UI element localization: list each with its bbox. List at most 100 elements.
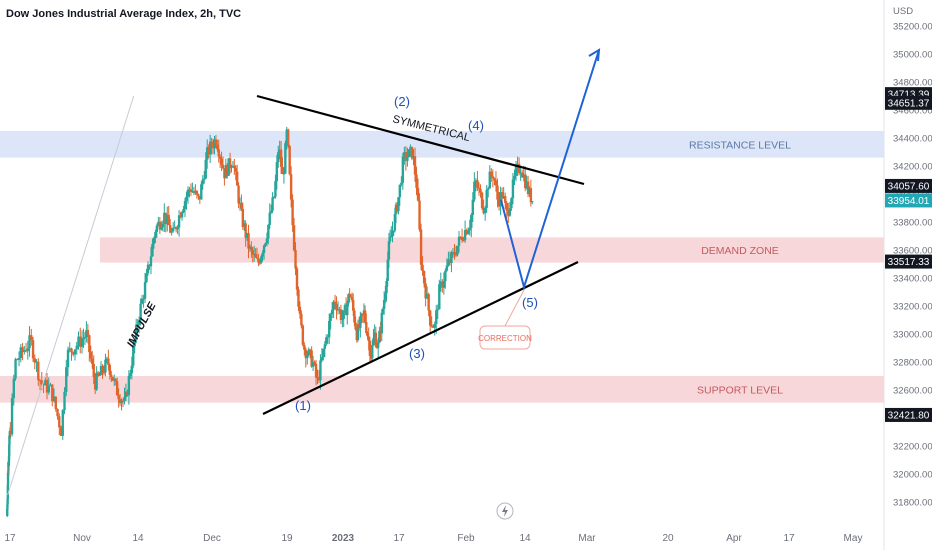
candle-body <box>304 349 307 359</box>
candle-body <box>6 472 10 486</box>
candle-body <box>385 280 388 294</box>
candle-body <box>174 227 178 230</box>
candle-body <box>485 189 488 208</box>
candle-body <box>99 365 103 376</box>
correction-label: CORRECTION <box>478 334 532 343</box>
candle-body <box>471 199 475 216</box>
candle-body <box>301 325 305 345</box>
candle-body <box>354 322 357 330</box>
candle-body <box>335 303 338 311</box>
candle-body <box>35 361 38 363</box>
trendlines-layer: IMPULSESYMMETRICAL(1)(2)(3)(4)(5)CORRECT… <box>7 48 601 496</box>
candle-body <box>24 350 28 352</box>
candle-body <box>453 252 456 255</box>
candle-body <box>511 179 515 199</box>
candle-body <box>96 372 100 376</box>
candle-body <box>500 192 504 199</box>
candle-body <box>497 199 501 207</box>
candle-body <box>432 326 435 328</box>
candle-body <box>75 345 78 350</box>
candle-body <box>195 190 199 195</box>
time-tick: 2023 <box>332 533 355 544</box>
candle-body <box>462 240 465 242</box>
impulse-line <box>7 95 135 496</box>
candle-body <box>352 300 355 311</box>
candle-body <box>77 336 80 346</box>
candle-body <box>474 180 478 182</box>
time-tick: Feb <box>457 533 475 544</box>
candle-body <box>16 359 19 361</box>
candle-body <box>142 298 145 300</box>
candle-body <box>8 444 11 456</box>
candle-body <box>173 227 176 229</box>
candle-body <box>350 297 354 301</box>
candle-body <box>201 179 204 185</box>
candle-body <box>210 141 213 147</box>
candle-body <box>56 408 59 417</box>
candle-body <box>197 194 200 197</box>
candle-body <box>91 358 94 364</box>
candle-body <box>129 373 132 376</box>
candle-body <box>314 363 318 378</box>
candle-body <box>192 191 196 193</box>
candle-body <box>268 212 271 225</box>
price-tick: 34400.00 <box>893 134 932 145</box>
candle-body <box>51 384 54 402</box>
candle-body <box>279 149 283 167</box>
candle-body <box>14 359 17 379</box>
candle-body <box>328 320 331 337</box>
candle-body <box>363 310 367 323</box>
candle-body <box>349 296 353 298</box>
candle-body <box>330 309 334 315</box>
candle-body <box>104 359 107 373</box>
candle-body <box>442 281 446 288</box>
candle-body <box>237 185 240 204</box>
price-tick: 33600.00 <box>893 246 932 257</box>
candle-body <box>424 283 427 299</box>
candle-body <box>425 294 429 299</box>
candle-body <box>289 174 293 200</box>
candle-body <box>382 299 386 309</box>
candle-body <box>282 173 286 175</box>
candle-body <box>179 215 182 218</box>
time-tick: May <box>844 533 863 544</box>
candle-body <box>233 165 236 169</box>
price-tag <box>885 178 932 193</box>
candle-body <box>436 309 439 311</box>
candle-body <box>65 367 68 392</box>
candle-body <box>252 253 256 255</box>
candle-body <box>23 350 26 352</box>
candle-body <box>89 352 92 359</box>
zone-band <box>0 376 884 403</box>
candle-body <box>377 342 380 348</box>
candle-body <box>133 339 136 347</box>
candle-body <box>224 165 228 179</box>
candle-body <box>526 181 530 195</box>
candle-body <box>401 156 405 183</box>
candle-body <box>118 399 122 404</box>
candle-body <box>115 381 119 396</box>
candle-body <box>496 185 499 200</box>
candle-body <box>319 360 322 381</box>
candle-body <box>223 168 226 179</box>
price-tag <box>885 407 932 422</box>
price-tick: 32800.00 <box>893 358 932 369</box>
chart-title: Dow Jones Industrial Average Index, 2h, … <box>6 8 242 20</box>
candle-body <box>154 231 157 238</box>
candle-body <box>44 379 47 386</box>
price-tag-label: 34057.60 <box>888 181 930 192</box>
candle-body <box>111 377 114 381</box>
candle-body <box>213 139 216 149</box>
candle-body <box>347 294 350 304</box>
candle-body <box>93 377 97 390</box>
candle-body <box>207 147 210 155</box>
candle-body <box>265 238 269 244</box>
candle-body <box>407 149 411 158</box>
candle-body <box>211 146 215 149</box>
candle-body <box>451 252 455 254</box>
candle-body <box>380 312 383 334</box>
candle-body <box>235 171 239 186</box>
candle-body <box>494 180 498 186</box>
wave-label: (3) <box>409 346 425 361</box>
